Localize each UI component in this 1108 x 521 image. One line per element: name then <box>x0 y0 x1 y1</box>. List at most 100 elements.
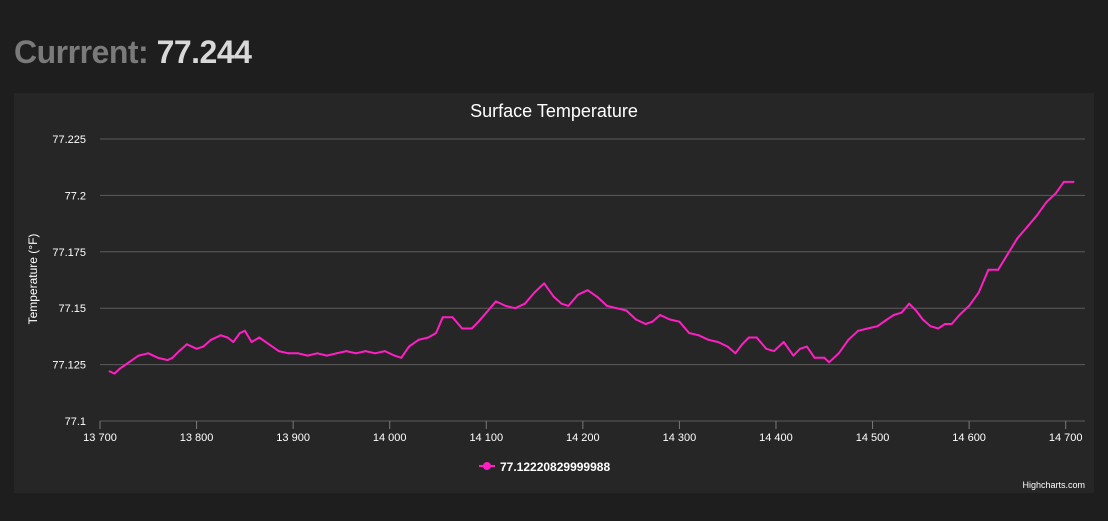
data-point[interactable] <box>886 318 888 321</box>
data-point[interactable] <box>494 300 497 303</box>
data-point[interactable] <box>514 307 517 310</box>
data-point[interactable] <box>799 347 802 350</box>
data-point[interactable] <box>668 318 671 321</box>
data-point[interactable] <box>543 282 546 285</box>
legend[interactable]: 77.12220829999988 <box>479 460 610 474</box>
data-point[interactable] <box>156 356 159 359</box>
data-point[interactable] <box>635 318 637 321</box>
data-point[interactable] <box>435 332 438 334</box>
data-point[interactable] <box>977 291 980 294</box>
data-point[interactable] <box>461 327 464 330</box>
data-point[interactable] <box>408 345 410 348</box>
data-point[interactable] <box>773 350 775 353</box>
data-point[interactable] <box>847 338 850 341</box>
data-point[interactable] <box>596 295 599 298</box>
data-point[interactable] <box>178 350 181 353</box>
data-point[interactable] <box>678 320 681 323</box>
data-point[interactable] <box>625 309 628 312</box>
data-point[interactable] <box>792 354 795 357</box>
data-point[interactable] <box>876 325 879 328</box>
data-point[interactable] <box>147 352 150 355</box>
data-point[interactable] <box>210 338 213 341</box>
data-point[interactable] <box>997 268 1000 271</box>
data-point[interactable] <box>485 311 488 314</box>
data-point[interactable] <box>644 323 647 325</box>
data-point[interactable] <box>393 354 396 357</box>
data-point[interactable] <box>427 336 430 339</box>
data-point[interactable] <box>325 354 328 357</box>
data-point[interactable] <box>606 304 608 307</box>
data-point[interactable] <box>813 356 816 359</box>
data-point[interactable] <box>1062 180 1065 183</box>
data-point[interactable] <box>892 314 895 316</box>
data-point[interactable] <box>567 304 570 307</box>
data-point[interactable] <box>166 359 169 362</box>
data-point[interactable] <box>306 354 309 357</box>
data-point[interactable] <box>921 318 924 321</box>
data-point[interactable] <box>232 341 235 343</box>
data-point[interactable] <box>297 352 299 355</box>
data-point[interactable] <box>470 327 473 330</box>
data-point[interactable] <box>345 350 348 353</box>
data-point[interactable] <box>726 345 729 348</box>
data-point[interactable] <box>944 323 946 325</box>
data-point[interactable] <box>1035 214 1038 217</box>
data-point[interactable] <box>697 334 700 337</box>
data-point[interactable] <box>335 352 338 355</box>
data-point[interactable] <box>958 314 961 316</box>
data-point[interactable] <box>374 352 377 355</box>
data-point[interactable] <box>250 341 253 343</box>
data-point[interactable] <box>837 352 840 355</box>
data-point[interactable] <box>239 332 241 334</box>
data-point[interactable] <box>950 323 953 325</box>
data-point[interactable] <box>707 338 710 341</box>
data-point[interactable] <box>717 341 719 343</box>
data-point[interactable] <box>400 356 403 359</box>
data-point[interactable] <box>316 352 319 355</box>
series-line[interactable] <box>108 180 1075 375</box>
data-point[interactable] <box>477 320 480 323</box>
credits-link[interactable]: Highcharts.com <box>1022 480 1085 490</box>
data-point[interactable] <box>1045 201 1048 204</box>
data-point[interactable] <box>747 336 750 339</box>
data-point[interactable] <box>185 343 188 346</box>
data-point[interactable] <box>823 356 826 359</box>
legend-series-label[interactable]: 77.12220829999988 <box>500 460 610 474</box>
data-point[interactable] <box>1006 253 1009 256</box>
data-point[interactable] <box>828 361 831 364</box>
data-point[interactable] <box>128 361 130 364</box>
data-point[interactable] <box>504 304 507 307</box>
data-point[interactable] <box>987 268 990 271</box>
data-point[interactable] <box>755 336 758 339</box>
data-point[interactable] <box>741 343 744 346</box>
data-point[interactable] <box>937 327 940 330</box>
data-point[interactable] <box>857 329 860 332</box>
data-point[interactable] <box>560 302 563 305</box>
data-point[interactable] <box>226 336 229 339</box>
data-point[interactable] <box>915 309 917 312</box>
data-point[interactable] <box>552 295 555 298</box>
data-point[interactable] <box>805 345 808 348</box>
data-point[interactable] <box>900 311 903 314</box>
data-point[interactable] <box>137 354 140 357</box>
data-point[interactable] <box>765 347 768 350</box>
data-point[interactable] <box>441 316 444 319</box>
data-point[interactable] <box>417 338 420 341</box>
data-point[interactable] <box>586 289 589 292</box>
data-point[interactable] <box>577 293 579 296</box>
data-point[interactable] <box>268 343 270 346</box>
data-point[interactable] <box>968 304 971 307</box>
data-point[interactable] <box>734 352 737 355</box>
data-point[interactable] <box>219 334 222 337</box>
data-point[interactable] <box>523 302 526 305</box>
data-point[interactable] <box>615 307 618 310</box>
data-point[interactable] <box>243 329 246 332</box>
data-point[interactable] <box>866 327 869 330</box>
data-point[interactable] <box>651 320 654 323</box>
data-point[interactable] <box>1026 226 1029 228</box>
data-point[interactable] <box>113 372 116 375</box>
data-point[interactable] <box>118 368 121 371</box>
data-point[interactable] <box>782 341 785 343</box>
data-point[interactable] <box>108 370 111 373</box>
data-point[interactable] <box>195 347 198 350</box>
